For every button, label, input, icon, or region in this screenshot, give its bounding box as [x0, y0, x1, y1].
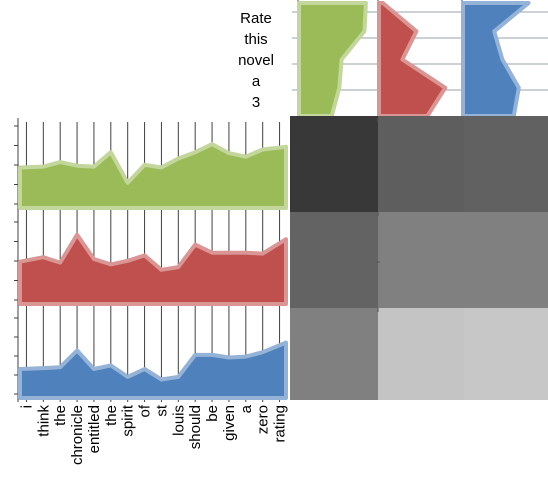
word-label: be — [204, 405, 221, 422]
heatmap-cell — [464, 212, 548, 308]
word-label: think — [35, 405, 52, 437]
title-word-label: a — [251, 73, 261, 90]
word-label: of — [137, 404, 154, 417]
heatmap-cell — [464, 116, 548, 212]
heatmap-cell — [378, 212, 464, 308]
word-area-series-1 — [18, 142, 288, 210]
title-profile-series-2 — [377, 1, 448, 118]
heatmap-cell — [290, 116, 378, 212]
word-label: should — [187, 405, 204, 449]
title-word-label: Rate — [240, 10, 272, 27]
title-profile-series-1 — [297, 1, 368, 118]
heatmap-cell — [378, 116, 464, 212]
heatmap-cell — [290, 308, 378, 400]
word-label: the — [52, 405, 69, 426]
word-area-series-3 — [18, 340, 288, 400]
word-label: i — [18, 405, 35, 408]
heatmap-cell — [378, 308, 464, 400]
word-label: the — [103, 405, 120, 426]
heatmap-cell — [290, 212, 378, 308]
title-word-label: 3 — [251, 94, 261, 111]
title-word-label: this — [244, 31, 268, 48]
word-label: given — [221, 405, 238, 441]
word-label: zero — [255, 405, 272, 434]
word-label: rating — [272, 405, 289, 443]
word-label: chronicle — [69, 405, 86, 465]
title-word-label: novel — [238, 52, 274, 69]
word-label: a — [238, 404, 255, 413]
heatmap-cell — [464, 308, 548, 400]
word-area-series-2 — [18, 232, 288, 306]
title-profile-series-3 — [461, 1, 531, 118]
word-label: louis — [170, 405, 187, 436]
word-label: entitled — [86, 405, 103, 453]
word-label: spirit — [120, 404, 137, 437]
word-label: st — [153, 404, 170, 417]
